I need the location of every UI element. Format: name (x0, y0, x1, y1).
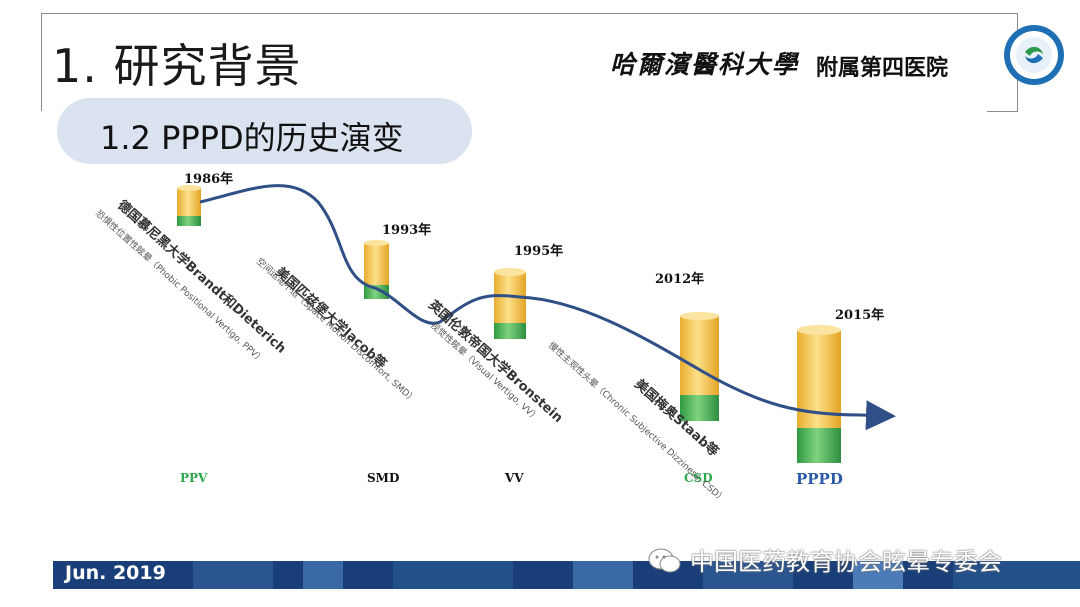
trend-curve (199, 184, 896, 431)
abbr-label: VV (504, 471, 524, 485)
page-title: 1. 研究背景 (52, 39, 302, 93)
history-timeline: 1986年 1993年 1995年 2012年 2015年 PPV SMD VV… (93, 171, 896, 505)
cylinder-1986 (177, 185, 201, 226)
abbr-label: CSD (684, 471, 713, 485)
cylinder-2012 (680, 312, 719, 421)
year-label: 2012年 (655, 271, 704, 287)
cylinder-1993 (364, 240, 389, 299)
cylinder-2015 (797, 325, 841, 463)
abbr-label: PPPD (796, 470, 843, 488)
term-label: 恐惧性位置性眩晕（Phobic Positional Vertigo, PPV） (93, 207, 267, 365)
year-label: 1986年 (184, 171, 233, 187)
abbr-label: SMD (367, 471, 399, 485)
cylinder-1995 (494, 268, 526, 339)
university-name: 哈爾濱醫科大學 (610, 50, 800, 79)
presentation-date: Jun. 2019 (65, 562, 166, 584)
footer-bar (53, 561, 1080, 589)
wechat-icon (648, 548, 681, 573)
year-label: 1993年 (382, 222, 431, 238)
origin-label: 德国慕尼黑大学Brandt和Dieterich (114, 197, 289, 357)
abbr-label: PPV (180, 471, 208, 485)
year-label: 2015年 (835, 307, 884, 323)
term-label: 空间运动不适（Space Motion Discomfort, SMD） (254, 255, 419, 405)
watermark-text: 中国医药教育协会眩晕专委会 (690, 548, 1002, 576)
subtitle-pill (57, 98, 472, 164)
year-label: 1995年 (514, 243, 563, 259)
hospital-name: 附属第四医院 (816, 56, 949, 81)
section-subtitle: 1.2 PPPD的历史演变 (100, 119, 404, 157)
university-seal-icon (1004, 25, 1064, 85)
